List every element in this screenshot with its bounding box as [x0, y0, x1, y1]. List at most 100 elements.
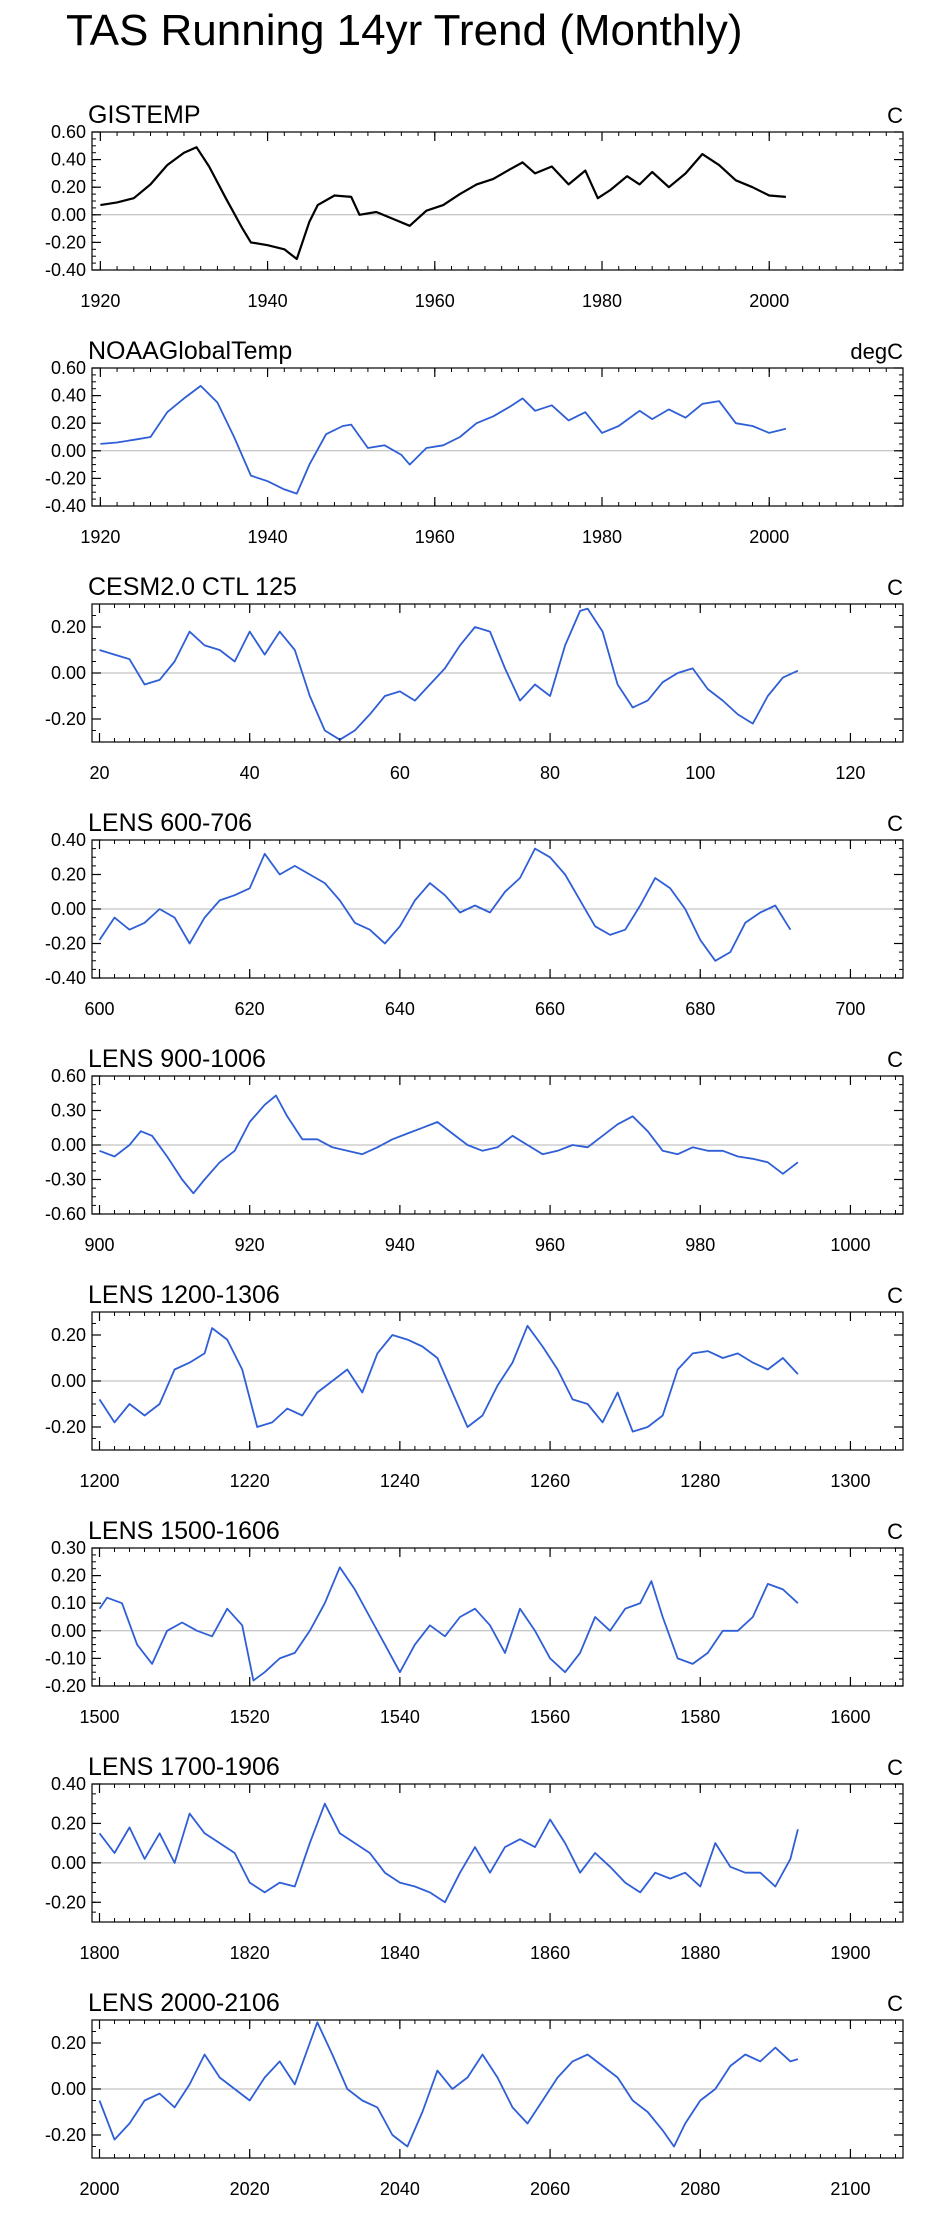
x-tick-label: 1540 — [380, 1707, 420, 1727]
x-tick-label: 1820 — [230, 1943, 270, 1963]
y-tick-label: 0.20 — [51, 617, 86, 637]
y-tick-label: 0.00 — [51, 2079, 86, 2099]
panel-title: CESM2.0 CTL 125 — [88, 573, 297, 601]
y-tick-label: 0.40 — [51, 1774, 86, 1794]
series-line — [99, 1094, 799, 1195]
y-tick-label: -0.20 — [45, 232, 86, 252]
x-tick-label: 2080 — [680, 2179, 720, 2199]
chart-panel-9: LENS 2000-2106 C 2000 2020 2040 2060 2080 2100 -… — [45, 1989, 904, 2199]
x-tick-label: 1580 — [680, 1707, 720, 1727]
series-line — [99, 607, 799, 741]
y-tick-label: -0.20 — [45, 1892, 86, 1912]
x-tick-label: 1920 — [80, 291, 120, 311]
plot-frame — [91, 1783, 904, 1923]
panel-units: C — [887, 811, 903, 836]
y-tick-label: 0.00 — [51, 1135, 86, 1155]
y-tick-label: -0.20 — [45, 1676, 86, 1696]
panel-units: C — [887, 1755, 903, 1780]
x-tick-label: 920 — [235, 1235, 265, 1255]
x-tick-label: 1240 — [380, 1471, 420, 1491]
y-tick-label: -0.20 — [45, 2125, 86, 2145]
x-tick-label: 940 — [385, 1235, 415, 1255]
x-tick-label: 600 — [84, 999, 114, 1019]
y-tick-label: 0.40 — [51, 150, 86, 170]
y-tick-label: 0.00 — [51, 441, 86, 461]
main-title: TAS Running 14yr Trend (Monthly) — [66, 6, 743, 55]
y-tick-label: 0.00 — [51, 899, 86, 919]
panel-units: C — [887, 575, 903, 600]
y-tick-label: 0.30 — [51, 1101, 86, 1121]
x-tick-label: 2000 — [749, 527, 789, 547]
y-tick-label: -0.20 — [45, 1417, 86, 1437]
x-tick-label: 1260 — [530, 1471, 570, 1491]
x-tick-label: 80 — [540, 763, 560, 783]
y-tick-label: -0.40 — [45, 260, 86, 280]
x-tick-label: 980 — [685, 1235, 715, 1255]
y-tick-label: 0.60 — [51, 122, 86, 142]
y-tick-label: -0.60 — [45, 1204, 86, 1224]
x-tick-label: 60 — [390, 763, 410, 783]
x-tick-label: 1900 — [830, 1943, 870, 1963]
x-tick-label: 680 — [685, 999, 715, 1019]
chart-panel-3: CESM2.0 CTL 125 C 20 40 60 80 100 120 -0.20 0.00 0… — [45, 573, 904, 783]
x-tick-label: 120 — [835, 763, 865, 783]
chart-panel-7: LENS 1500-1606 C 1500 1520 1540 1560 1580 1600 -… — [45, 1517, 904, 1727]
x-tick-label: 1860 — [530, 1943, 570, 1963]
x-tick-label: 1880 — [680, 1943, 720, 1963]
y-tick-label: 0.00 — [51, 1621, 86, 1641]
x-tick-label: 1520 — [230, 1707, 270, 1727]
y-tick-label: 0.20 — [51, 413, 86, 433]
y-tick-label: -0.20 — [45, 709, 86, 729]
chart-panel-6: LENS 1200-1306 C 1200 1220 1240 1260 1280 1300 -… — [45, 1281, 904, 1491]
x-tick-label: 700 — [835, 999, 865, 1019]
series-line — [98, 1566, 799, 1682]
panel-units: C — [887, 1283, 903, 1308]
x-tick-label: 2000 — [749, 291, 789, 311]
x-tick-label: 20 — [89, 763, 109, 783]
panel-units: C — [887, 1519, 903, 1544]
panel-units: C — [887, 103, 903, 128]
x-tick-label: 2020 — [230, 2179, 270, 2199]
y-tick-label: -0.40 — [45, 496, 86, 516]
series-line — [100, 146, 786, 261]
x-tick-label: 2040 — [380, 2179, 420, 2199]
x-tick-label: 2100 — [830, 2179, 870, 2199]
y-tick-label: 0.00 — [51, 663, 86, 683]
x-tick-label: 1560 — [530, 1707, 570, 1727]
chart-panel-4: LENS 600-706 C 600 620 640 660 680 700 -0.40 -0.2… — [45, 809, 904, 1019]
x-tick-label: 1800 — [79, 1943, 119, 1963]
y-tick-label: 0.20 — [51, 1566, 86, 1586]
panel-title: GISTEMP — [88, 101, 201, 129]
x-tick-label: 1280 — [680, 1471, 720, 1491]
x-tick-label: 1980 — [582, 527, 622, 547]
y-tick-label: 0.60 — [51, 1066, 86, 1086]
y-tick-label: 0.00 — [51, 1853, 86, 1873]
y-tick-label: -0.20 — [45, 468, 86, 488]
series-line — [100, 385, 787, 495]
panel-title: LENS 600-706 — [88, 809, 252, 837]
chart-panel-1: GISTEMP C 1920 1940 1960 1980 2000 -0.40 -0.20 0.… — [45, 101, 904, 311]
panel-title: LENS 1200-1306 — [88, 1281, 280, 1309]
y-tick-label: -0.40 — [45, 968, 86, 988]
chart-panel-5: LENS 900-1006 C 900 920 940 960 980 1000 -0.60 -0… — [45, 1045, 904, 1255]
x-tick-label: 640 — [385, 999, 415, 1019]
y-tick-label: 0.20 — [51, 177, 86, 197]
x-tick-label: 1000 — [830, 1235, 870, 1255]
y-tick-label: 0.20 — [51, 1813, 86, 1833]
x-tick-label: 1960 — [415, 291, 455, 311]
y-tick-label: 0.40 — [51, 386, 86, 406]
panel-title: LENS 1700-1906 — [88, 1753, 280, 1781]
x-tick-label: 1300 — [830, 1471, 870, 1491]
x-tick-label: 1960 — [415, 527, 455, 547]
chart-panel-8: LENS 1700-1906 C 1800 1820 1840 1860 1880 1900 -… — [45, 1753, 904, 1963]
x-tick-label: 1840 — [380, 1943, 420, 1963]
x-tick-label: 1940 — [248, 291, 288, 311]
panel-title: LENS 900-1006 — [88, 1045, 266, 1073]
panel-title: NOAAGlobalTemp — [88, 337, 292, 365]
plot-frame — [91, 367, 904, 507]
y-tick-label: -0.20 — [45, 934, 86, 954]
y-tick-label: 0.20 — [51, 2033, 86, 2053]
series-line — [98, 2021, 799, 2148]
x-tick-label: 900 — [84, 1235, 114, 1255]
y-tick-label: 0.30 — [51, 1538, 86, 1558]
